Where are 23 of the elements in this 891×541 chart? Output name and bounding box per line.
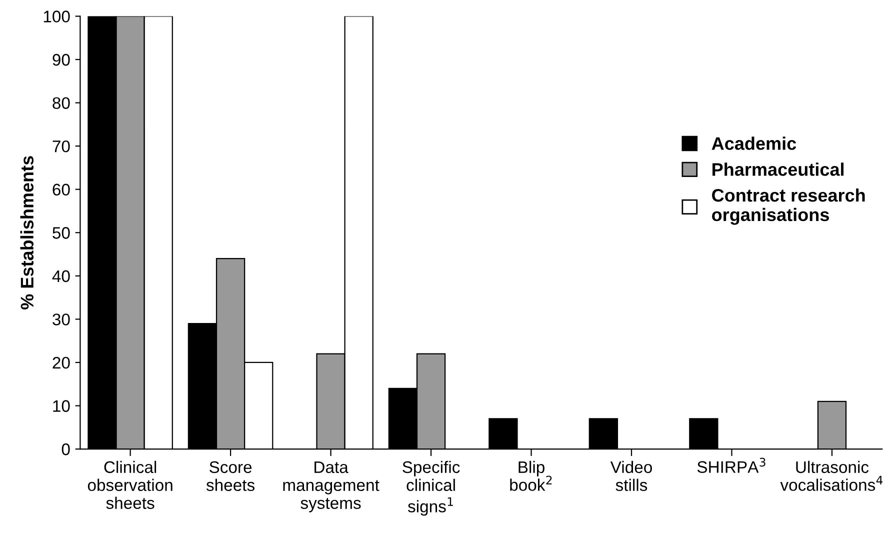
x-tick-label: Clinical observation sheets <box>88 460 172 509</box>
x-tick-label: SHIRPA$^{3}$ <box>697 458 766 473</box>
y-tick-label: 50 <box>52 227 70 239</box>
y-tick-label: 60 <box>52 184 70 196</box>
x-tick-label: Specific clinical signs$^{1}$ <box>402 460 460 516</box>
x-tick-label: Video stills <box>610 460 652 492</box>
y-axis-title: % Establishments <box>20 156 34 310</box>
legend-label: Academic <box>712 136 796 150</box>
y-tick-label: 20 <box>52 356 70 369</box>
y-tick-label: 30 <box>52 314 70 326</box>
y-tick-label: 10 <box>53 400 70 412</box>
x-tick-label: Score sheets <box>206 461 254 492</box>
y-tick-label: 80 <box>52 97 70 109</box>
x-tick-label: Data management systems <box>283 461 380 512</box>
x-tick-label: Blip book$^{2}$ <box>510 460 552 491</box>
x-tick-label: Ultrasonic vocalisations$^{4}$ <box>780 460 883 491</box>
y-tick-label: 40 <box>52 270 70 282</box>
legend-label: Pharmaceutical <box>712 162 844 176</box>
y-tick-label: 100 <box>44 10 70 22</box>
y-tick-label: 90 <box>52 54 70 66</box>
y-tick-label: 0 <box>62 443 70 456</box>
y-tick-label: 70 <box>52 140 70 152</box>
legend-label: Contract research organisations <box>712 188 865 225</box>
